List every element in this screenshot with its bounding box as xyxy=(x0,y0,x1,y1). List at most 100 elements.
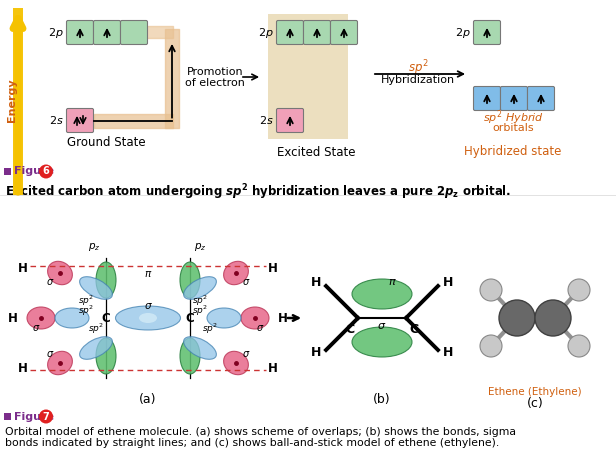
Text: (c): (c) xyxy=(527,397,543,409)
FancyBboxPatch shape xyxy=(331,21,357,45)
Text: 6: 6 xyxy=(43,166,49,177)
FancyBboxPatch shape xyxy=(121,21,147,45)
Bar xyxy=(4,168,11,175)
FancyBboxPatch shape xyxy=(304,21,331,45)
Text: $\sigma$: $\sigma$ xyxy=(46,349,54,359)
Ellipse shape xyxy=(180,262,200,298)
FancyBboxPatch shape xyxy=(94,21,121,45)
Text: Excited carbon atom undergoing $\bfit{sp}^\mathbf{2}$ hybridization leaves a pur: Excited carbon atom undergoing $\bfit{sp… xyxy=(5,182,511,202)
Text: $sp^2$: $sp^2$ xyxy=(88,321,104,336)
Ellipse shape xyxy=(47,351,72,375)
Text: C: C xyxy=(410,323,418,336)
Ellipse shape xyxy=(27,307,55,329)
Bar xyxy=(268,14,348,139)
Text: Ethene (Ethylene): Ethene (Ethylene) xyxy=(488,387,582,397)
Circle shape xyxy=(568,335,590,357)
Text: H: H xyxy=(18,361,28,375)
Ellipse shape xyxy=(241,307,269,329)
Text: $2s$: $2s$ xyxy=(49,115,64,126)
Text: H: H xyxy=(268,361,278,375)
Text: $sp^2$: $sp^2$ xyxy=(78,304,94,318)
Text: $sp^2$: $sp^2$ xyxy=(192,304,208,318)
Text: $\pi$: $\pi$ xyxy=(387,277,397,287)
Text: H: H xyxy=(310,276,321,290)
Text: $\sigma$: $\sigma$ xyxy=(242,349,250,359)
Text: $\sigma$: $\sigma$ xyxy=(242,277,250,287)
FancyBboxPatch shape xyxy=(474,21,500,45)
FancyBboxPatch shape xyxy=(500,86,527,110)
Text: $\sigma$: $\sigma$ xyxy=(378,321,387,331)
Text: $\sigma$: $\sigma$ xyxy=(256,323,264,333)
Text: $sp^2$: $sp^2$ xyxy=(202,321,218,336)
Circle shape xyxy=(535,300,571,336)
Ellipse shape xyxy=(116,306,180,330)
Text: $sp^2$: $sp^2$ xyxy=(192,294,208,308)
Bar xyxy=(4,413,11,420)
Text: H: H xyxy=(268,261,278,274)
Text: Energy: Energy xyxy=(7,78,17,122)
Circle shape xyxy=(39,164,53,179)
Text: bonds indicated by straight lines; and (c) shows ball-and-stick model of ethene : bonds indicated by straight lines; and (… xyxy=(5,438,499,448)
Ellipse shape xyxy=(79,337,112,359)
Text: $2p$: $2p$ xyxy=(455,25,471,39)
Ellipse shape xyxy=(96,262,116,298)
FancyBboxPatch shape xyxy=(67,21,94,45)
Text: H: H xyxy=(443,346,453,360)
Circle shape xyxy=(39,409,53,423)
Text: $2s$: $2s$ xyxy=(259,115,274,126)
Ellipse shape xyxy=(352,327,412,357)
Text: $p_z$: $p_z$ xyxy=(88,241,100,253)
Ellipse shape xyxy=(96,338,116,374)
Text: $\sigma$: $\sigma$ xyxy=(144,301,152,311)
FancyBboxPatch shape xyxy=(277,21,304,45)
Text: Figure: Figure xyxy=(14,412,54,422)
Text: $\sigma$: $\sigma$ xyxy=(46,277,54,287)
Text: H: H xyxy=(443,276,453,290)
Text: C: C xyxy=(185,312,195,324)
Text: of electron: of electron xyxy=(185,78,245,88)
Text: orbitals: orbitals xyxy=(492,123,534,133)
Text: $\sigma$: $\sigma$ xyxy=(32,323,40,333)
Text: H: H xyxy=(310,346,321,360)
Text: H: H xyxy=(278,312,288,324)
Text: Orbital model of ethene molecule. (a) shows scheme of overlaps; (b) shows the bo: Orbital model of ethene molecule. (a) sh… xyxy=(5,427,516,437)
Ellipse shape xyxy=(139,313,157,323)
Text: 7: 7 xyxy=(43,412,49,422)
Text: $2p$: $2p$ xyxy=(258,25,274,39)
Text: $2p$: $2p$ xyxy=(49,25,64,39)
Text: $p_z$: $p_z$ xyxy=(194,241,206,253)
Text: C: C xyxy=(346,323,355,336)
Bar xyxy=(13,8,23,195)
Text: $sp^2$: $sp^2$ xyxy=(78,294,94,308)
Ellipse shape xyxy=(207,308,241,328)
Text: C: C xyxy=(102,312,110,324)
Ellipse shape xyxy=(224,261,248,285)
Circle shape xyxy=(480,279,502,301)
FancyBboxPatch shape xyxy=(527,86,554,110)
Text: (b): (b) xyxy=(373,393,391,407)
Text: $\pi$: $\pi$ xyxy=(144,269,152,279)
Ellipse shape xyxy=(47,261,72,285)
Circle shape xyxy=(499,300,535,336)
Text: (a): (a) xyxy=(139,393,156,407)
Ellipse shape xyxy=(224,351,248,375)
Text: Excited State: Excited State xyxy=(277,146,355,158)
Text: $sp^2$: $sp^2$ xyxy=(408,58,428,78)
Text: Figure: Figure xyxy=(14,166,54,177)
Ellipse shape xyxy=(55,308,89,328)
Text: H: H xyxy=(8,312,18,324)
Ellipse shape xyxy=(184,277,216,299)
Ellipse shape xyxy=(79,277,112,299)
Text: Hybridized state: Hybridized state xyxy=(464,146,562,158)
Text: H: H xyxy=(18,261,28,274)
Text: Ground State: Ground State xyxy=(67,136,145,149)
Ellipse shape xyxy=(184,337,216,359)
FancyBboxPatch shape xyxy=(474,86,500,110)
FancyBboxPatch shape xyxy=(277,109,304,133)
Ellipse shape xyxy=(352,279,412,309)
Circle shape xyxy=(568,279,590,301)
Text: Hybridization: Hybridization xyxy=(381,75,455,85)
Text: $sp^2$ Hybrid: $sp^2$ Hybrid xyxy=(482,109,543,127)
Text: Promotion: Promotion xyxy=(187,67,243,77)
Circle shape xyxy=(480,335,502,357)
